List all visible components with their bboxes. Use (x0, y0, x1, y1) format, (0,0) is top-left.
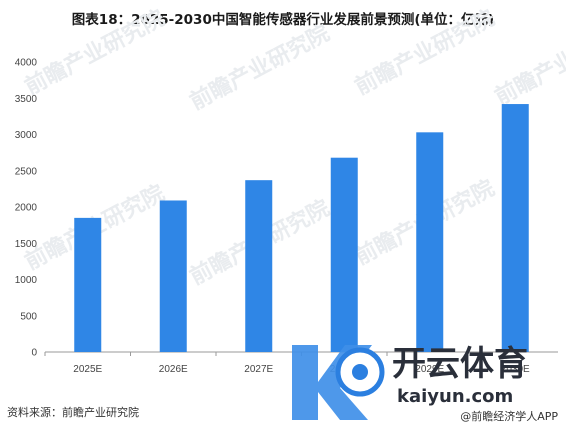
y-tick-label: 500 (20, 311, 37, 322)
y-tick-label: 3000 (15, 130, 38, 141)
bar-2030E (501, 104, 529, 352)
x-tick-label: 2029E (415, 364, 444, 375)
y-tick-label: 1000 (15, 275, 38, 286)
bg-watermark-text: 前瞻产业研究院 (21, 5, 169, 100)
source-note: 资料来源：前瞻产业研究院 (7, 406, 139, 419)
app-credit-text: @前瞻经济学人APP (460, 409, 558, 423)
site-logo-text: 开云体育 (392, 344, 528, 384)
bar-2025E (74, 217, 102, 352)
bars (74, 104, 529, 352)
background-watermarks: 前瞻产业研究院前瞻产业研究院前瞻产业研究院前瞻产业研究院前瞻产业研究院前瞻产业研… (21, 5, 566, 290)
x-tick-label: 2030E (501, 364, 530, 375)
x-tick-label: 2025E (73, 364, 102, 375)
x-tick-label: 2026E (159, 364, 188, 375)
y-tick-label: 0 (31, 348, 37, 359)
y-axis: 0 500 1000 1500 2000 2500 3000 3500 4000 (15, 58, 38, 359)
chart-title: 图表18：2025-2030中国智能传感器行业发展前景预测(单位：亿元) (71, 12, 495, 28)
y-tick-label: 2500 (15, 166, 38, 177)
y-tick-label: 4000 (15, 58, 38, 69)
bar-2028E (330, 157, 358, 352)
bg-watermark-text: 前瞻产业研究院 (351, 5, 499, 100)
bar-2029E (416, 132, 444, 352)
bar-2026E (159, 200, 187, 352)
bg-watermark-text: 前瞻产业研究院 (186, 20, 334, 115)
bg-watermark-text: 前瞻产业研究院 (491, 15, 566, 110)
y-tick-label: 2000 (15, 203, 38, 214)
site-url-text: kaiyun.com (397, 386, 513, 407)
y-tick-label: 1500 (15, 239, 38, 250)
bar-2027E (245, 180, 273, 352)
y-tick-label: 3500 (15, 94, 38, 105)
x-tick-label: 2027E (244, 364, 273, 375)
ball-center-icon (352, 364, 368, 380)
